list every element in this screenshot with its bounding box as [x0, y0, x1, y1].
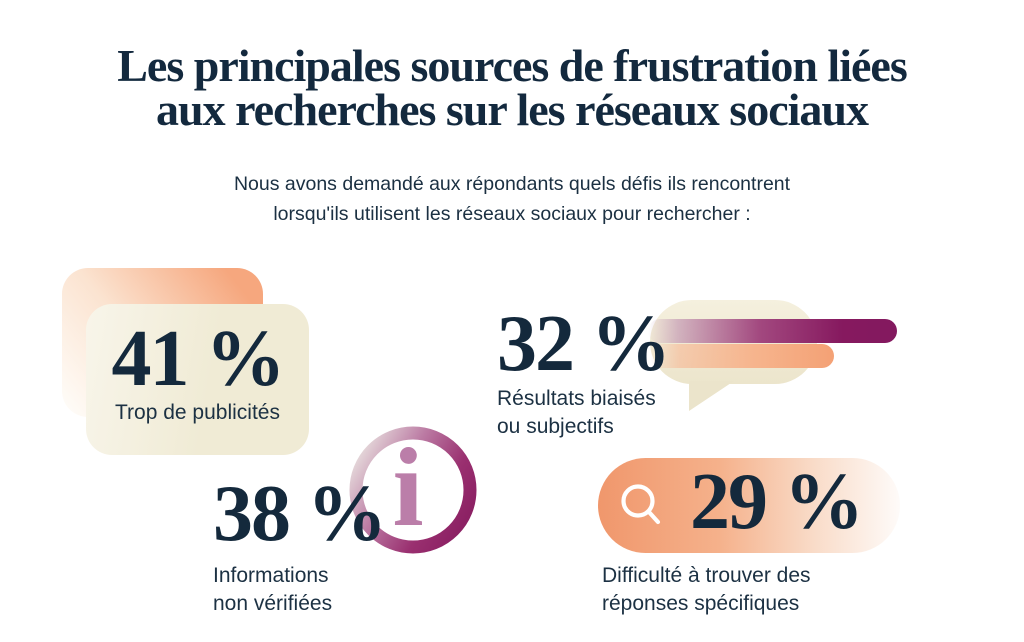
stat-label-biased-line2: ou subjectifs [497, 415, 614, 438]
stat-label-biased: Résultats biaisés ou subjectifs [497, 385, 656, 441]
page-subtitle-line2: lorsqu'ils utilisent les réseaux sociaux… [273, 203, 751, 225]
page-title-line2: aux recherches sur les réseaux sociaux [156, 84, 869, 135]
speech-bubble-tail [689, 381, 734, 411]
magnifier-icon [621, 484, 661, 525]
orange-bar-decoration [650, 344, 834, 368]
page-subtitle: Nous avons demandé aux répondants quels … [0, 169, 1024, 229]
stat-value-biased: 32 % [497, 300, 671, 388]
stat-label-biased-line1: Résultats biaisés [497, 387, 656, 410]
stat-label-unverified-line1: Informations [213, 564, 329, 587]
stat-card-ads [86, 304, 309, 455]
info-circle-icon [349, 426, 477, 554]
page-title-line1: Les principales sources de frustration l… [117, 40, 907, 91]
stat-label-specific-line1: Difficulté à trouver des [602, 564, 811, 587]
stat-label-specific-line2: réponses spécifiques [602, 592, 800, 615]
stat-value-unverified: 38 % [213, 470, 387, 558]
stat-label-ads: Trop de publicités [115, 401, 280, 424]
magenta-bar-decoration [648, 319, 897, 343]
stat-value-specific: 29 % [690, 458, 864, 546]
search-pill-icon [598, 458, 900, 553]
page-title: Les principales sources de frustration l… [0, 40, 1024, 135]
stat-value-ads: 41 % [111, 315, 286, 403]
stat-label-unverified-line2: non vérifiées [213, 592, 333, 615]
page-subtitle-line1: Nous avons demandé aux répondants quels … [233, 173, 791, 195]
stat-label-unverified: Informations non vérifiées [213, 562, 332, 618]
stat-label-specific: Difficulté à trouver des réponses spécif… [602, 562, 811, 618]
info-i-glyph: i [392, 426, 424, 550]
